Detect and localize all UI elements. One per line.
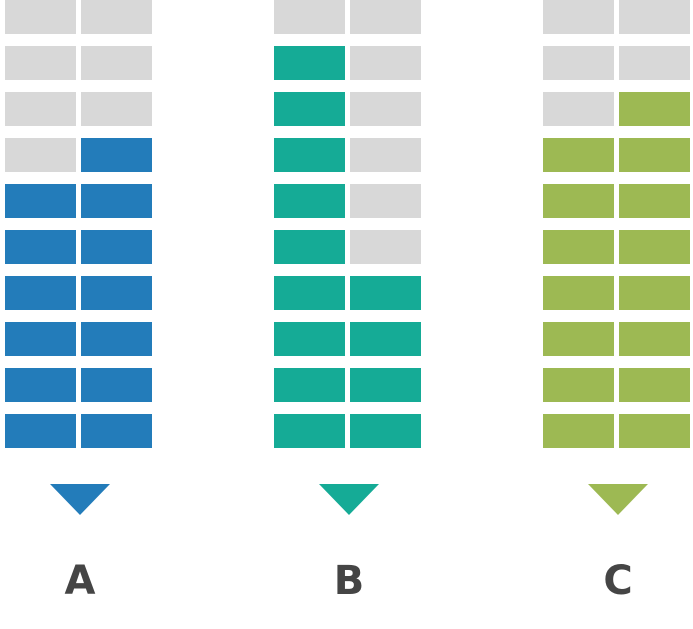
filled-cell	[274, 276, 345, 310]
filled-cell	[543, 184, 614, 218]
empty-cell	[619, 0, 690, 34]
filled-cell	[350, 322, 421, 356]
filled-cell	[543, 368, 614, 402]
filled-cell	[81, 276, 152, 310]
empty-cell	[5, 138, 76, 172]
filled-cell	[350, 368, 421, 402]
empty-cell	[350, 230, 421, 264]
column-c: C	[543, 0, 693, 629]
empty-cell	[619, 46, 690, 80]
filled-cell	[543, 230, 614, 264]
filled-cell	[543, 138, 614, 172]
filled-cell	[5, 414, 76, 448]
column-label-b: B	[333, 558, 365, 604]
filled-cell	[619, 92, 690, 126]
empty-cell	[543, 46, 614, 80]
empty-cell	[81, 0, 152, 34]
down-arrow-icon	[319, 484, 379, 515]
empty-cell	[81, 92, 152, 126]
down-arrow-icon	[588, 484, 648, 515]
filled-cell	[5, 322, 76, 356]
empty-cell	[274, 0, 345, 34]
filled-cell	[619, 322, 690, 356]
empty-cell	[350, 46, 421, 80]
filled-cell	[81, 184, 152, 218]
filled-cell	[619, 230, 690, 264]
filled-cell	[274, 138, 345, 172]
filled-cell	[274, 184, 345, 218]
column-label-a: A	[64, 558, 96, 604]
empty-cell	[543, 92, 614, 126]
empty-cell	[350, 0, 421, 34]
filled-cell	[543, 276, 614, 310]
column-label-c: C	[603, 558, 633, 604]
filled-cell	[81, 414, 152, 448]
filled-cell	[81, 322, 152, 356]
column-a: A	[5, 0, 155, 629]
filled-cell	[274, 414, 345, 448]
filled-cell	[274, 322, 345, 356]
filled-cell	[81, 138, 152, 172]
filled-cell	[619, 414, 690, 448]
filled-cell	[274, 46, 345, 80]
empty-cell	[350, 138, 421, 172]
filled-cell	[274, 368, 345, 402]
filled-cell	[543, 322, 614, 356]
filled-cell	[619, 184, 690, 218]
filled-cell	[5, 276, 76, 310]
filled-cell	[619, 368, 690, 402]
empty-cell	[543, 0, 614, 34]
filled-cell	[81, 230, 152, 264]
filled-cell	[543, 414, 614, 448]
down-arrow-icon	[50, 484, 110, 515]
empty-cell	[81, 46, 152, 80]
filled-cell	[5, 368, 76, 402]
empty-cell	[5, 46, 76, 80]
empty-cell	[350, 184, 421, 218]
empty-cell	[5, 0, 76, 34]
filled-cell	[81, 368, 152, 402]
empty-cell	[350, 92, 421, 126]
filled-cell	[5, 230, 76, 264]
filled-cell	[350, 276, 421, 310]
filled-cell	[5, 184, 76, 218]
filled-cell	[274, 230, 345, 264]
empty-cell	[5, 92, 76, 126]
column-b: B	[274, 0, 424, 629]
filled-cell	[619, 138, 690, 172]
filled-cell	[274, 92, 345, 126]
filled-cell	[619, 276, 690, 310]
filled-cell	[350, 414, 421, 448]
